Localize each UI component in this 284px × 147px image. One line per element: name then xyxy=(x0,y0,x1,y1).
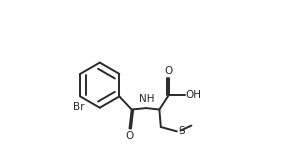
Text: NH: NH xyxy=(139,94,155,104)
Text: O: O xyxy=(126,131,134,141)
Text: Br: Br xyxy=(73,102,85,112)
Text: S: S xyxy=(179,126,185,136)
Text: O: O xyxy=(164,66,172,76)
Text: OH: OH xyxy=(185,90,202,100)
